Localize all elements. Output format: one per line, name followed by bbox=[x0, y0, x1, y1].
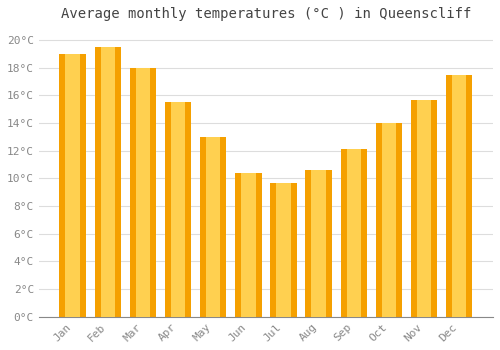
Bar bbox=[346, 149, 361, 317]
Bar bbox=[200, 137, 226, 317]
Bar bbox=[340, 149, 367, 317]
Bar bbox=[446, 75, 472, 317]
Bar bbox=[66, 54, 80, 317]
Bar bbox=[306, 170, 332, 317]
Bar bbox=[235, 173, 262, 317]
Bar bbox=[382, 123, 396, 317]
Bar bbox=[452, 75, 466, 317]
Bar bbox=[270, 183, 296, 317]
Bar bbox=[376, 123, 402, 317]
Bar bbox=[171, 102, 186, 317]
Bar bbox=[411, 100, 438, 317]
Bar bbox=[276, 183, 291, 317]
Bar bbox=[417, 100, 432, 317]
Bar bbox=[94, 47, 121, 317]
Title: Average monthly temperatures (°C ) in Queenscliff: Average monthly temperatures (°C ) in Qu… bbox=[60, 7, 471, 21]
Bar bbox=[206, 137, 220, 317]
Bar bbox=[136, 68, 150, 317]
Bar bbox=[60, 54, 86, 317]
Bar bbox=[130, 68, 156, 317]
Bar bbox=[100, 47, 115, 317]
Bar bbox=[241, 173, 256, 317]
Bar bbox=[312, 170, 326, 317]
Bar bbox=[165, 102, 191, 317]
